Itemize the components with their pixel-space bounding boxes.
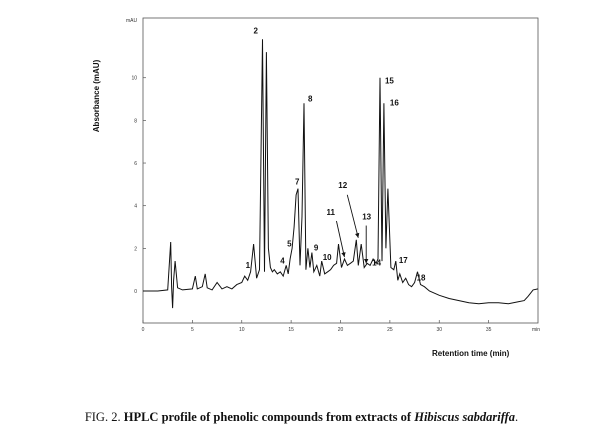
x-axis-label: Retention time (min) [432, 349, 510, 358]
peak-label: 16 [390, 98, 399, 107]
chromatogram-trace [143, 39, 539, 309]
peak-label: 10 [323, 253, 332, 262]
peak-arrow [346, 194, 359, 238]
figure-caption: FIG. 2. HPLC profile of phenolic compoun… [0, 410, 603, 425]
peak-label: 11 [326, 208, 335, 217]
y-tick-label: 2 [134, 246, 137, 252]
peak-label: 13 [362, 213, 371, 222]
peak-label: 15 [385, 77, 394, 86]
x-tick-label: 35 [486, 327, 492, 333]
peak-label: 12 [338, 181, 347, 190]
x-tick-label: 25 [387, 327, 393, 333]
x-tick-label: 15 [288, 327, 294, 333]
caption-prefix: FIG. 2. [84, 410, 124, 424]
peak-arrowhead [341, 252, 346, 258]
peak-arrowhead [364, 259, 369, 264]
peak-label: 14 [372, 258, 381, 267]
peak-label: 4 [280, 256, 285, 265]
plot-frame [142, 17, 539, 324]
y-axis-label: Absorbance (mAU) [92, 59, 101, 132]
y-tick-label: 10 [131, 76, 137, 82]
peak-label: 7 [295, 178, 300, 187]
peak-label: 5 [287, 239, 292, 248]
x-tick-label: 5 [191, 327, 194, 333]
caption-bold-text: HPLC profile of phenolic compounds from … [123, 410, 516, 424]
x-tick-label: 30 [436, 327, 442, 333]
y-axis-ticks: 0 2 4 6 8 10 [131, 76, 146, 295]
peak-label: 1 [246, 261, 251, 270]
y-tick-label: 0 [134, 289, 137, 295]
x-tick-label: 20 [338, 327, 344, 333]
caption-italic-text: Hibiscus sabdariffa [414, 410, 516, 424]
y-tick-label: 4 [134, 204, 137, 210]
peak-label: 8 [308, 94, 313, 103]
x-tick-label: 0 [142, 327, 145, 333]
caption-suffix: . [515, 410, 519, 424]
peak-label: 2 [253, 26, 258, 35]
x-unit-label: min [532, 327, 540, 333]
peak-label: 9 [314, 244, 319, 253]
x-tick-label: 10 [239, 327, 245, 333]
y-tick-label: 8 [134, 118, 137, 124]
y-tick-label: 6 [134, 161, 137, 167]
y-unit-label: mAU [126, 18, 138, 24]
peak-label: 17 [399, 256, 408, 265]
x-axis-ticks: 0 5 10 15 20 25 30 35 [142, 320, 492, 333]
peak-label: 18 [417, 273, 426, 282]
peak-arrow [336, 220, 345, 258]
peak-arrowhead [355, 232, 360, 238]
